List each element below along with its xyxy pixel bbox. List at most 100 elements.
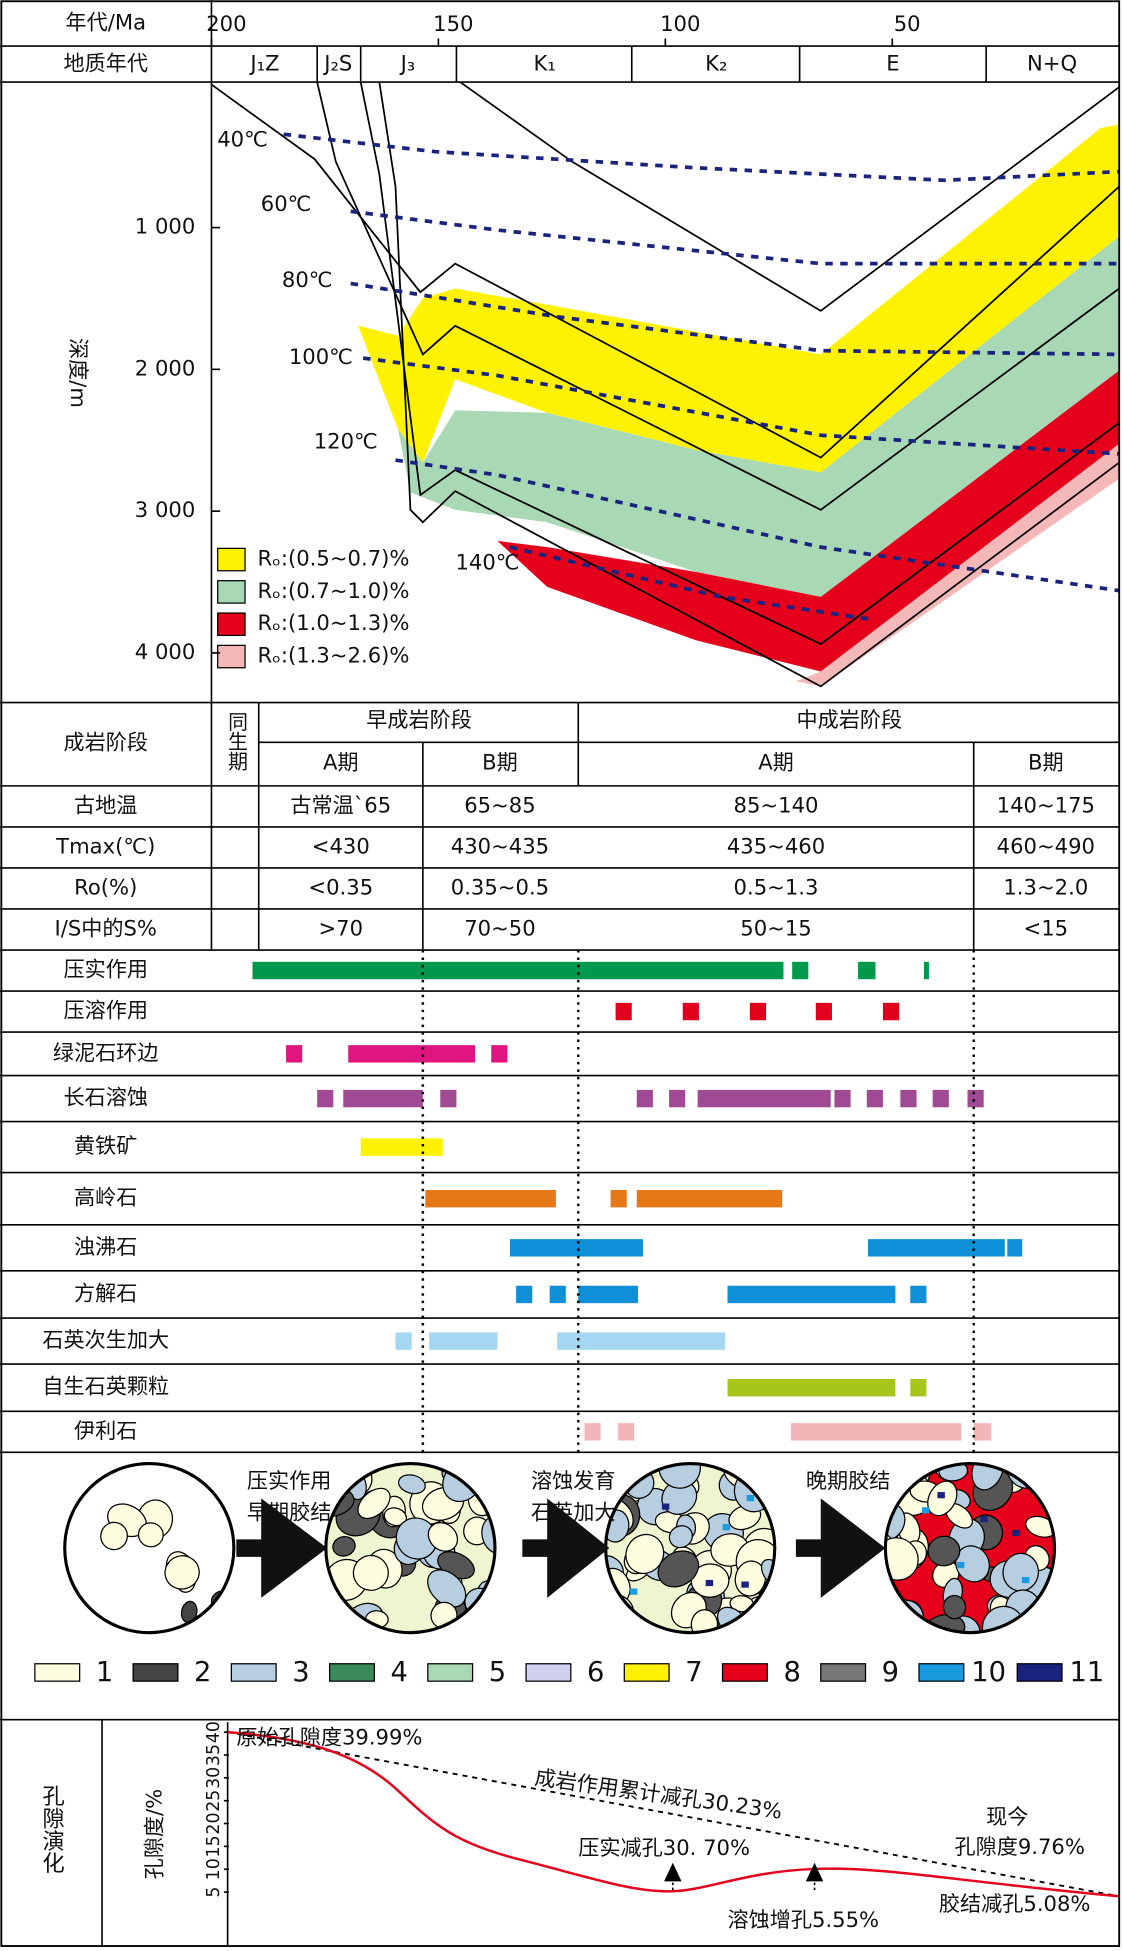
- cell-text: 0.35~0.5: [451, 874, 549, 899]
- isotherm: [395, 458, 1120, 593]
- process-bar: [610, 1189, 627, 1208]
- legend-swatch: [217, 612, 246, 637]
- grain: [954, 1545, 990, 1583]
- process-bar: [967, 1089, 984, 1108]
- legend-label: Rₒ:(0.7~1.0)%: [257, 578, 409, 603]
- process-bar: [834, 1089, 851, 1108]
- legend-swatch: [217, 644, 246, 669]
- axis-title: 深度/m: [66, 338, 91, 408]
- x-tick-label: 100: [660, 11, 700, 36]
- isotherm: [509, 545, 871, 622]
- arrow-label: 石英加大: [531, 1499, 616, 1524]
- process-bar: [697, 1089, 831, 1108]
- process-bar: [910, 1285, 927, 1304]
- y-tick-label: 1 000: [135, 214, 195, 239]
- panel-title: 孔隙演化: [39, 1784, 65, 1874]
- legend-number: 8: [783, 1657, 800, 1688]
- period-label: J₃: [399, 51, 416, 76]
- y-tick-label: 4 000: [135, 639, 195, 664]
- legend-number: 3: [292, 1657, 309, 1688]
- strat-title: 地质年代: [64, 51, 149, 76]
- cell-text: >70: [318, 915, 363, 940]
- burial-line: [316, 82, 1120, 511]
- legend-swatch: [132, 1663, 179, 1682]
- process-bar: [578, 1285, 638, 1304]
- process-bar: [317, 1089, 334, 1108]
- process-label: 自生石英颗粒: [42, 1374, 169, 1399]
- grain: [164, 1555, 200, 1590]
- stage-label: 早成岩阶段: [366, 707, 472, 732]
- cement: [956, 1561, 965, 1569]
- legend-label: Rₒ:(1.0~1.3)%: [257, 610, 409, 635]
- cell-text: 140~175: [997, 792, 1095, 817]
- grain: [397, 1474, 426, 1495]
- grain: [668, 1525, 694, 1549]
- arrow-head: [805, 1862, 824, 1882]
- y-tick-label: 20: [204, 1812, 224, 1834]
- cement: [1021, 1576, 1030, 1584]
- legend-number: 7: [685, 1657, 702, 1688]
- process-label: 压溶作用: [64, 998, 149, 1023]
- process-bar: [636, 1189, 783, 1208]
- axis-title: 年代/Ma: [65, 10, 146, 35]
- y-tick-label: 5: [204, 1887, 224, 1898]
- period-label: E: [886, 51, 899, 76]
- legend-swatch: [217, 547, 246, 572]
- arrow: [236, 1498, 328, 1598]
- process-bar: [973, 1423, 992, 1441]
- y-tick-label: 25: [204, 1790, 224, 1812]
- annotation: 溶蚀增孔5.55%: [728, 1907, 880, 1932]
- arrow: [522, 1498, 610, 1598]
- sub-stage-label: B期: [1028, 749, 1064, 774]
- process-bar: [491, 1045, 508, 1063]
- sub-stage-label: A期: [758, 749, 794, 774]
- cement: [746, 1494, 755, 1502]
- cement: [722, 1524, 731, 1531]
- period-label: K₁: [534, 51, 556, 76]
- process-bar: [923, 961, 929, 980]
- process-bar: [618, 1423, 635, 1441]
- y-tick-label: 15: [204, 1835, 224, 1857]
- legend-swatch: [427, 1663, 474, 1682]
- grain: [474, 1616, 495, 1633]
- process-label: 石英次生加大: [42, 1327, 169, 1352]
- arrow: [795, 1498, 886, 1598]
- grain: [332, 1535, 356, 1557]
- process-bar: [815, 1002, 832, 1021]
- row-label: Ro(%): [74, 874, 137, 899]
- process-bar: [286, 1045, 303, 1063]
- cell-text: 古常温`65: [290, 792, 391, 817]
- legend-swatch: [721, 1663, 768, 1682]
- process-bar: [516, 1285, 533, 1304]
- process-bar: [910, 1379, 927, 1397]
- period-label: N+Q: [1027, 51, 1077, 76]
- process-bar: [682, 1002, 699, 1021]
- cell-text: 50~15: [740, 915, 811, 940]
- legend-label: Rₒ:(1.3~2.6)%: [257, 643, 409, 668]
- grain: [658, 1463, 701, 1489]
- isotherm: [362, 356, 1120, 456]
- process-label: 长石溶蚀: [64, 1085, 149, 1110]
- porosity-curve: [227, 1730, 1120, 1898]
- grain: [100, 1521, 128, 1551]
- cell-text: <15: [1024, 915, 1069, 940]
- cell-text: 65~85: [464, 792, 535, 817]
- process-label: 方解石: [74, 1280, 137, 1305]
- legend-number: 11: [1069, 1657, 1104, 1688]
- burial-plot: [211, 82, 1120, 688]
- process-bar: [509, 1239, 643, 1257]
- process-bar: [932, 1089, 949, 1108]
- process-bar: [440, 1089, 457, 1108]
- annotation: 孔隙度9.76%: [954, 1834, 1084, 1859]
- isotherm: [283, 132, 1120, 183]
- process-bar: [866, 1089, 883, 1108]
- period-label: J₁Z: [248, 51, 279, 76]
- grain: [927, 1535, 961, 1567]
- y-tick-label: 40: [204, 1721, 224, 1743]
- y-tick-label: 30: [204, 1767, 224, 1789]
- grain: [1031, 1607, 1053, 1631]
- process-label: 伊利石: [74, 1418, 137, 1443]
